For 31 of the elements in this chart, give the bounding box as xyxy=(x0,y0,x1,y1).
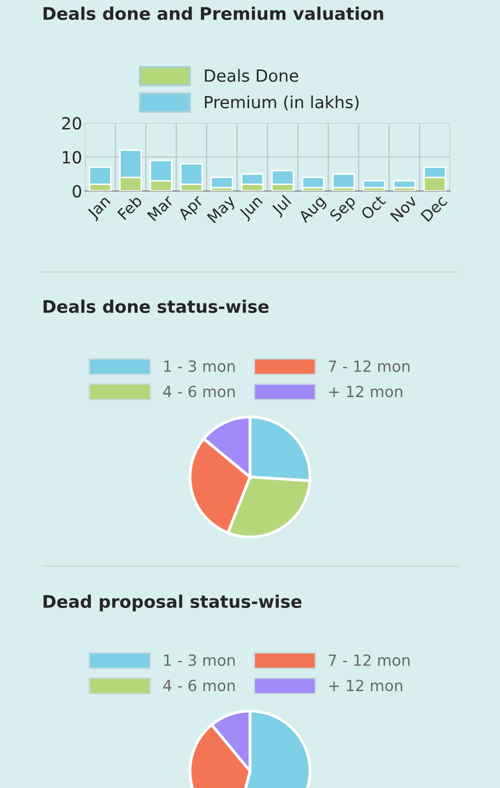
chart-title: Deals done status-wise xyxy=(44,300,269,314)
x-tick-label: Jul xyxy=(270,194,294,218)
x-tick-label: Jun xyxy=(238,195,265,222)
legend-label: 7 - 12 mon xyxy=(328,360,410,372)
legend-label: 1 - 3 mon xyxy=(164,360,235,372)
legend-label: 4 - 6 mon xyxy=(163,680,235,692)
y-tick-label: 10 xyxy=(62,150,82,164)
legend-label: Premium (in lakhs) xyxy=(204,96,359,110)
x-tick-label: Feb xyxy=(116,194,143,220)
x-tick-label: Nov xyxy=(390,194,418,222)
bar xyxy=(210,176,234,188)
y-tick-label: 20 xyxy=(62,116,82,130)
legend-label: + 12 mon xyxy=(329,680,402,692)
legend-label: 4 - 6 mon xyxy=(163,386,235,398)
legend-label: Deals Done xyxy=(204,69,298,82)
bar xyxy=(332,173,355,188)
bar xyxy=(393,180,416,188)
x-tick-label: Apr xyxy=(177,194,206,223)
legend-label: 1 - 3 mon xyxy=(164,654,235,666)
bar xyxy=(362,180,386,188)
bar xyxy=(302,176,324,188)
chart-title: Dead proposal status-wise xyxy=(44,594,302,612)
legend-label: 7 - 12 mon xyxy=(328,654,410,666)
x-tick-label: Jan xyxy=(86,195,113,222)
x-tick-label: Dec xyxy=(420,194,448,222)
legend-label: + 12 mon xyxy=(329,386,402,398)
x-tick-label: Sep xyxy=(329,194,358,224)
chart-title: Deals done and Premium valuation xyxy=(44,6,384,20)
x-tick-label: Mar xyxy=(147,194,174,222)
x-tick-label: Oct xyxy=(360,194,386,220)
y-tick-label: 0 xyxy=(72,184,82,198)
